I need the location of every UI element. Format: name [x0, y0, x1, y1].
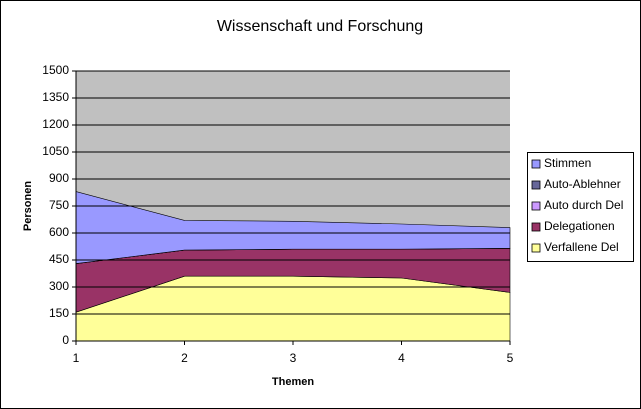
legend-label: Auto-Ablehner	[544, 177, 621, 191]
x-tick-label: 3	[290, 351, 297, 365]
y-tick-label: 1500	[42, 63, 69, 77]
legend-swatch	[531, 222, 541, 232]
y-tick-label: 750	[49, 198, 69, 212]
y-axis-title: Personen	[22, 181, 34, 231]
y-tick-label: 450	[49, 252, 69, 266]
legend-swatch	[531, 243, 541, 253]
y-tick-label: 900	[49, 171, 69, 185]
y-tick-label: 300	[49, 279, 69, 293]
legend-swatch	[531, 180, 541, 190]
y-tick-label: 600	[49, 225, 69, 239]
y-tick-label: 150	[49, 306, 69, 320]
y-tick-label: 0	[62, 333, 69, 347]
legend-label: Delegationen	[544, 219, 615, 233]
area	[75, 191, 511, 264]
x-axis-title: Themen	[272, 376, 314, 388]
x-tick-label: 5	[507, 351, 514, 365]
x-tick-label: 1	[73, 351, 80, 365]
y-tick-label: 1050	[42, 144, 69, 158]
x-tick-label: 4	[398, 351, 405, 365]
legend-label: Auto durch Del	[544, 198, 623, 212]
legend-swatch	[531, 159, 541, 169]
legend-label: Verfallene Del	[544, 240, 619, 254]
chart-title: Wissenschaft und Forschung	[217, 18, 423, 35]
x-tick-label: 2	[181, 351, 188, 365]
y-tick-label: 1200	[42, 117, 69, 131]
legend-swatch	[531, 201, 541, 211]
legend-box	[527, 152, 634, 262]
legend-label: Stimmen	[544, 156, 591, 170]
y-tick-label: 1350	[42, 90, 69, 104]
